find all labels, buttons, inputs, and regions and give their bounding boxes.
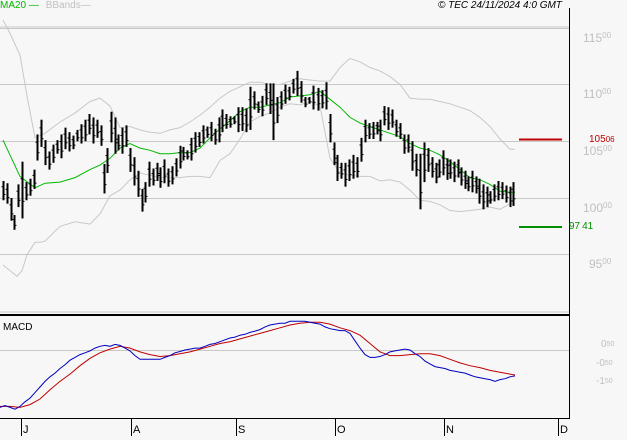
- month-label-d: D: [560, 424, 568, 436]
- support-label: 97 41: [569, 221, 594, 232]
- legend: MA20 — BBands—: [0, 0, 91, 12]
- price-grid: [0, 28, 569, 351]
- resistance-label: 10506: [589, 134, 615, 145]
- y-axis-label: 11000: [583, 87, 612, 101]
- bollinger-bands: [2, 19, 515, 277]
- month-label-j: J: [23, 424, 29, 436]
- y-axis-label: 10500: [583, 144, 612, 158]
- macd-axis-label: 050: [601, 339, 615, 350]
- month-label-o: O: [337, 424, 346, 436]
- y-axis-label: 11500: [583, 31, 612, 45]
- macd-title: MACD: [3, 322, 33, 333]
- y-axis-label: 9500: [589, 257, 612, 271]
- macd-axis-label: -150: [596, 376, 613, 387]
- month-label-a: A: [133, 424, 141, 436]
- ohlc-bars: [1, 70, 516, 230]
- month-label-n: N: [446, 424, 454, 436]
- legend-ma20: MA20 —: [0, 0, 39, 11]
- chart-frame: [0, 8, 570, 436]
- macd-lines: [0, 320, 516, 410]
- y-axis-label: 10000: [583, 201, 612, 215]
- legend-bbands: BBands—: [45, 0, 91, 11]
- copyright-timestamp: © TEC 24/11/2024 4:0 GMT: [438, 0, 562, 11]
- macd-axis-label: -050: [596, 358, 613, 369]
- level-lines: [519, 138, 562, 228]
- month-label-s: S: [238, 424, 246, 436]
- ma20-line: [2, 90, 515, 193]
